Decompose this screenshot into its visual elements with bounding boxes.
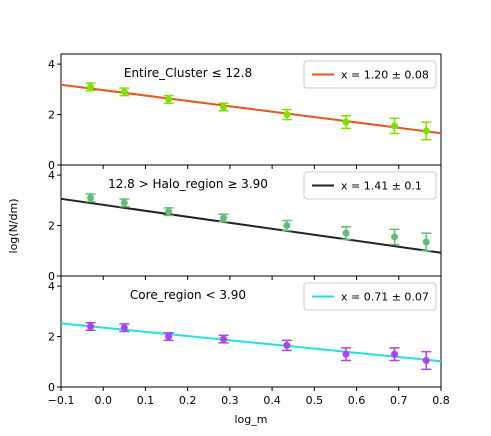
x-tick-label: 0.0 (94, 394, 112, 407)
data-point (87, 194, 95, 202)
y-tick-label: 2 (48, 220, 55, 233)
panel-title: Entire_Cluster ≤ 12.8 (124, 66, 252, 80)
data-point (283, 341, 291, 349)
x-axis-label: log_m (235, 413, 268, 426)
data-point (120, 199, 128, 207)
data-point (220, 214, 228, 222)
y-tick-label: 2 (48, 109, 55, 122)
data-point (220, 103, 228, 111)
panel-1: 0 2 4 Entire_Cluster ≤ 12.8 x = 1.20 ± 0.08 (48, 53, 442, 172)
data-point (283, 222, 291, 230)
panel-2: 0 2 4 12.8 > Halo_region ≥ 3.90 x = 1.41 ± 0… (48, 164, 442, 283)
legend-label: x = 0.71 ± 0.07 (341, 291, 429, 304)
x-tick-label: 0.8 (432, 394, 450, 407)
y-tick-label: 4 (48, 58, 55, 71)
x-tick-label: 0.5 (306, 394, 324, 407)
panel-frame (60, 275, 442, 388)
data-point (391, 233, 399, 241)
legend-box (303, 171, 437, 200)
data-point (391, 350, 399, 358)
y-tick-label: 4 (48, 280, 55, 293)
data-point (342, 350, 350, 358)
data-point (422, 238, 430, 246)
data-point (391, 122, 399, 130)
fit-line (60, 83, 442, 135)
x-tick-label: 0.7 (390, 394, 408, 407)
y-tick-label: 0 (48, 270, 55, 283)
data-point (87, 83, 95, 91)
legend-box (303, 60, 437, 89)
data-point (342, 229, 350, 237)
x-tick-label: 0.3 (221, 394, 239, 407)
data-point (120, 88, 128, 96)
legend-label: x = 1.20 ± 0.08 (341, 69, 429, 82)
data-point (120, 324, 128, 332)
panel-3: 0 2 4 −0.1 0.0 0.1 0.2 0.3 0.4 0.5 0.6 0.7 0.8 Core_r… (48, 275, 450, 407)
x-tick-label: −0.1 (48, 394, 75, 407)
y-tick-label: 0 (48, 159, 55, 172)
panel-title: Core_region < 3.90 (130, 288, 246, 302)
data-point (220, 335, 228, 343)
x-tick-label: 0.6 (348, 394, 366, 407)
x-tick-label: 0.4 (263, 394, 281, 407)
data-point (87, 322, 95, 330)
x-tick-label: 0.2 (179, 394, 197, 407)
data-point (342, 118, 350, 126)
y-tick-label: 4 (48, 169, 55, 182)
y-tick-label: 2 (48, 331, 55, 344)
y-tick-label: 0 (48, 381, 55, 394)
data-point (165, 208, 173, 216)
panel-title: 12.8 > Halo_region ≥ 3.90 (108, 177, 268, 191)
data-point (422, 127, 430, 135)
legend-box (303, 282, 437, 311)
fit-line (60, 197, 442, 254)
x-tick-label: 0.1 (137, 394, 155, 407)
data-point (165, 333, 173, 341)
fit-line (60, 322, 442, 363)
data-point (165, 95, 173, 103)
legend-label: x = 1.41 ± 0.1 (341, 180, 422, 193)
data-point (422, 357, 430, 365)
data-point (283, 111, 291, 119)
y-axis-label: log(N/dm) (7, 199, 20, 254)
